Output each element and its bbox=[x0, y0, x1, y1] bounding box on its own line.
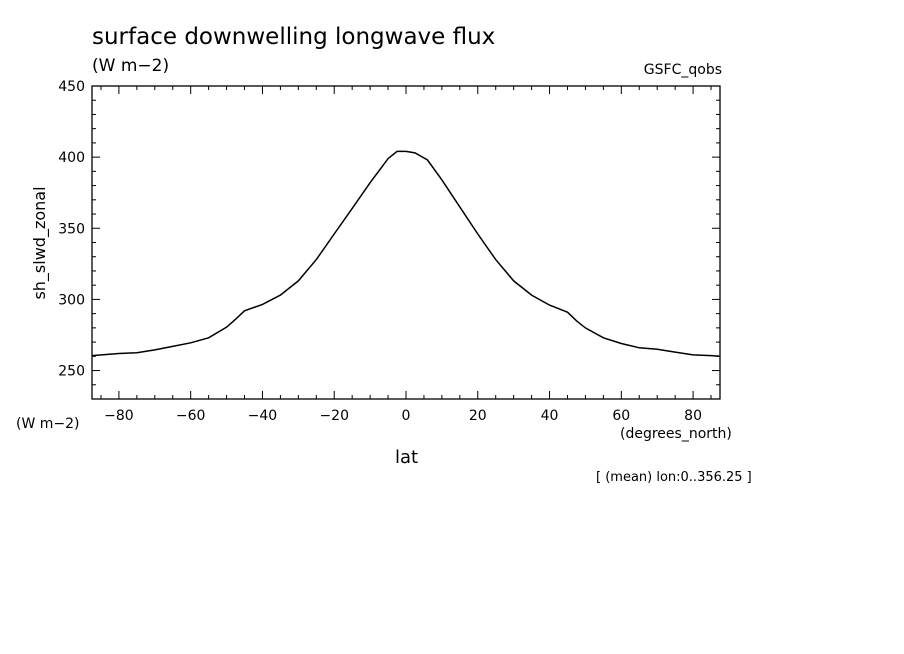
dataset-label: GSFC_qobs bbox=[643, 62, 722, 78]
x-tick-label: −60 bbox=[176, 408, 206, 424]
x-tick-label: 20 bbox=[469, 408, 487, 424]
chart-title: surface downwelling longwave flux bbox=[92, 24, 496, 50]
y-tick-label: 350 bbox=[58, 221, 85, 237]
y-tick-label: 300 bbox=[58, 292, 85, 308]
x-axis-label: lat bbox=[395, 447, 419, 468]
series-line bbox=[91, 150, 721, 358]
x-tick-label: 0 bbox=[402, 408, 411, 424]
averaging-note: [ (mean) lon:0..356.25 ] bbox=[596, 470, 752, 485]
plot-frame bbox=[91, 85, 721, 400]
chart-units: (W m−2) bbox=[92, 56, 170, 76]
x-tick-label: −20 bbox=[319, 408, 349, 424]
x-tick-label: 80 bbox=[684, 408, 702, 424]
y-axis-units: (W m−2) bbox=[16, 416, 80, 432]
x-tick-label: 60 bbox=[612, 408, 630, 424]
y-tick-label: 400 bbox=[58, 150, 85, 166]
x-tick-label: −40 bbox=[248, 408, 278, 424]
x-tick-label: −80 bbox=[104, 408, 134, 424]
y-tick-label: 450 bbox=[58, 79, 85, 95]
x-tick-label: 40 bbox=[541, 408, 559, 424]
y-tick-label: 250 bbox=[58, 364, 85, 380]
x-axis-units: (degrees_north) bbox=[620, 426, 732, 442]
